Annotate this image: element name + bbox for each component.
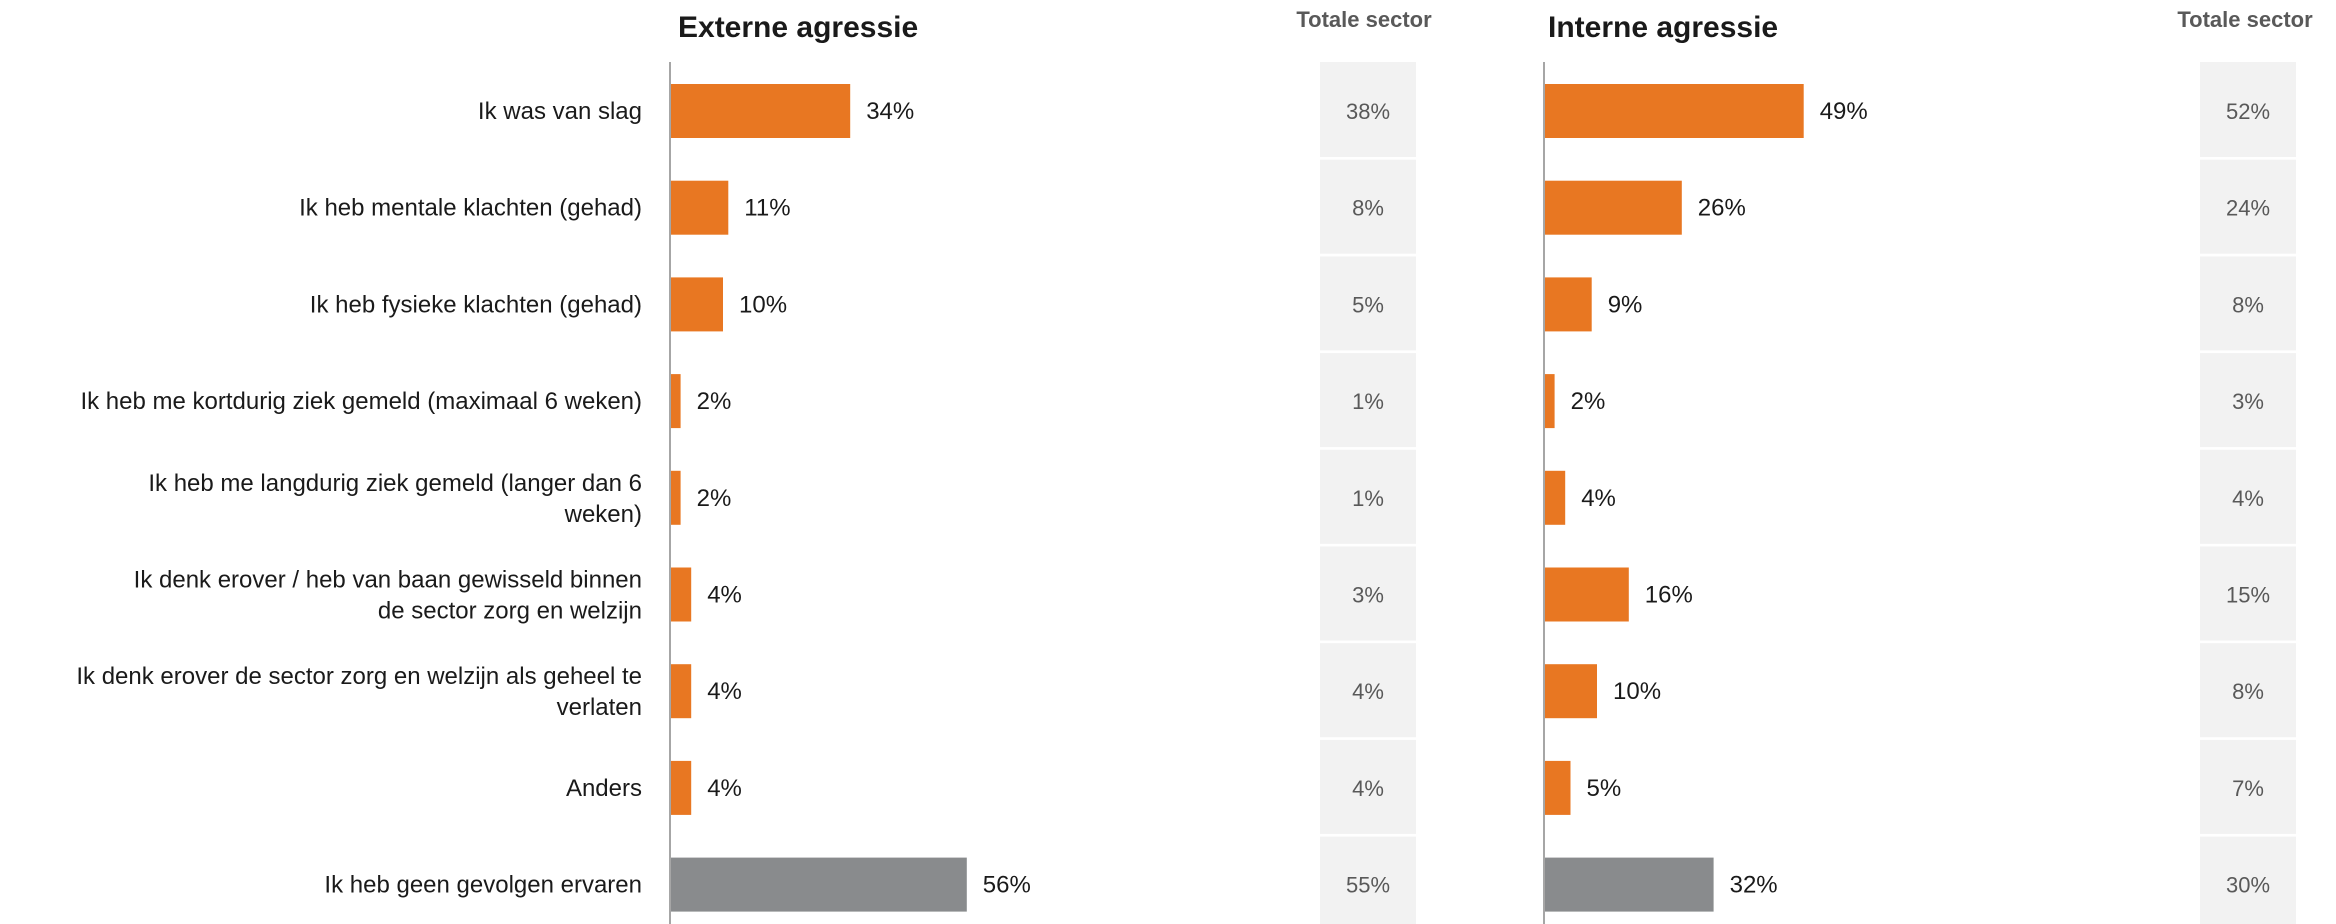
sector-box (1320, 62, 1416, 157)
bar-value-label: 16% (1645, 582, 1693, 609)
sector-header: Totale sector (2177, 7, 2313, 32)
sector-value-label: 4% (1352, 776, 1384, 801)
category-label: Ik heb fysieke klachten (gehad) (310, 291, 642, 318)
category-label: Ik heb mentale klachten (gehad) (299, 195, 642, 222)
sector-box (1320, 159, 1416, 254)
bar (1544, 374, 1555, 429)
bar-value-label: 10% (1613, 678, 1661, 705)
bar-value-label: 4% (707, 678, 742, 705)
sector-value-label: 1% (1352, 389, 1384, 414)
bar-value-label: 4% (707, 775, 742, 802)
category-label: Ik was van slag (478, 98, 642, 125)
sector-box (1320, 256, 1416, 351)
bar-value-label: 49% (1820, 98, 1868, 125)
sector-value-label: 4% (1352, 679, 1384, 704)
chart-title: Interne agressie (1548, 11, 1778, 44)
sector-value-label: 52% (2226, 99, 2270, 124)
bar (670, 760, 692, 815)
bar (1544, 470, 1566, 525)
sector-value-label: 5% (1352, 292, 1384, 317)
sector-box (2200, 643, 2296, 738)
sector-box (2200, 546, 2296, 641)
panel-externe-agressie: Externe agressie Totale sector Ik was van … (76, 7, 1432, 924)
bar-value-label: 32% (1730, 872, 1778, 899)
bar (1544, 567, 1629, 622)
sector-value-label: 8% (2232, 679, 2264, 704)
bar-value-label: 4% (1581, 485, 1616, 512)
bar (670, 857, 967, 912)
bar (1544, 857, 1714, 912)
sector-value-label: 3% (1352, 583, 1384, 608)
bar (1544, 760, 1571, 815)
sector-value-label: 15% (2226, 583, 2270, 608)
bar (1544, 84, 1804, 138)
sector-value-label: 3% (2232, 389, 2264, 414)
bar-value-label: 2% (1571, 388, 1606, 415)
sector-box (2200, 256, 2296, 351)
chart-title: Externe agressie (678, 11, 918, 44)
sector-value-label: 4% (2232, 486, 2264, 511)
sector-box (1320, 643, 1416, 738)
sector-box (2200, 159, 2296, 254)
bar-value-label: 4% (707, 582, 742, 609)
bar-value-label: 9% (1608, 291, 1643, 318)
bar-value-label: 5% (1587, 775, 1622, 802)
category-label: Anders (566, 775, 642, 802)
sector-value-label: 24% (2226, 196, 2270, 221)
sector-value-label: 8% (2232, 292, 2264, 317)
sector-box (1320, 546, 1416, 641)
sector-box (2200, 353, 2296, 448)
sector-value-label: 1% (1352, 486, 1384, 511)
bar (670, 664, 692, 719)
bar (670, 277, 723, 332)
bar-value-label: 2% (697, 485, 732, 512)
sector-value-label: 7% (2232, 776, 2264, 801)
sector-box (2200, 836, 2296, 924)
bar (670, 470, 681, 525)
bar (670, 567, 692, 622)
bar (670, 374, 681, 429)
bar (1544, 180, 1682, 235)
sector-box (2200, 739, 2296, 834)
sector-value-label: 55% (1346, 873, 1390, 898)
bar (670, 180, 729, 235)
sector-value-label: 8% (1352, 196, 1384, 221)
sector-header: Totale sector (1296, 7, 1432, 32)
panel-interne-agressie: Interne agressie Totale sector 49% 52% 26% 24… (1543, 7, 2313, 924)
sector-box (2200, 62, 2296, 157)
bar-value-label: 10% (739, 291, 787, 318)
sector-box (1320, 739, 1416, 834)
bar (1544, 277, 1592, 332)
sector-box (2200, 449, 2296, 544)
bar-value-label: 26% (1698, 195, 1746, 222)
bar (670, 84, 851, 138)
sector-value-label: 30% (2226, 873, 2270, 898)
category-label: Ik heb me kortdurig ziek gemeld (maximaa… (80, 388, 642, 415)
bar-value-label: 34% (866, 98, 914, 125)
bar-value-label: 2% (697, 388, 732, 415)
bar-value-label: 56% (983, 872, 1031, 899)
bar-value-label: 11% (744, 195, 790, 222)
sector-box (1320, 353, 1416, 448)
sector-box (1320, 449, 1416, 544)
category-label: Ik heb me langdurig ziek gemeld (langer … (148, 470, 642, 528)
category-label: Ik heb geen gevolgen ervaren (324, 872, 642, 899)
sector-value-label: 38% (1346, 99, 1390, 124)
category-label: Ik denk erover / heb van baan gewisseld … (134, 567, 642, 625)
bar (1544, 664, 1597, 719)
sector-box (1320, 836, 1416, 924)
category-label: Ik denk erover de sector zorg en welzijn… (76, 663, 642, 721)
